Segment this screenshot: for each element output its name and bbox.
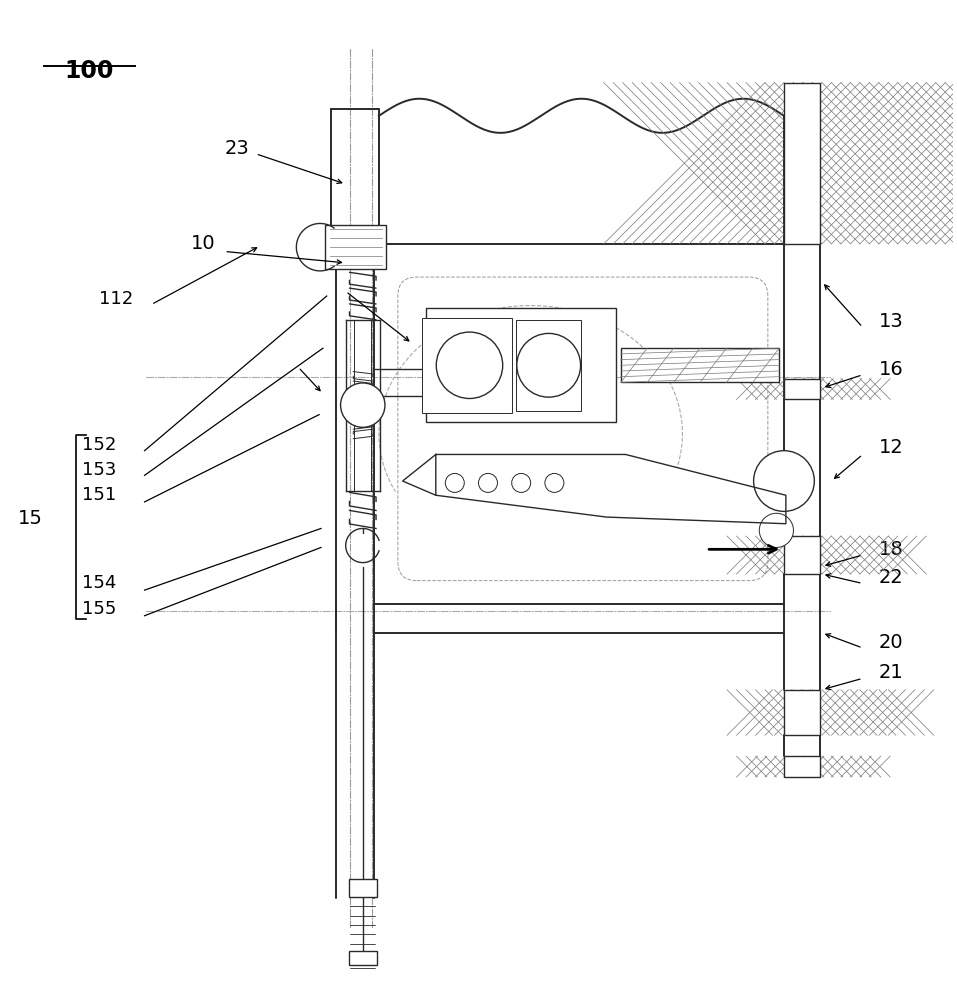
Bar (324, 225, 387, 269)
Text: 152: 152 (82, 436, 116, 454)
Text: 20: 20 (879, 633, 903, 652)
Bar (422, 318, 512, 413)
Bar (784, 756, 820, 777)
Circle shape (753, 451, 814, 511)
Bar (784, 536, 820, 574)
Text: 23: 23 (224, 139, 249, 158)
Circle shape (445, 473, 464, 492)
Text: 21: 21 (879, 663, 903, 682)
Text: 12: 12 (879, 438, 903, 457)
Bar (784, 83, 820, 244)
Text: 154: 154 (82, 574, 116, 592)
Circle shape (512, 473, 531, 492)
Bar (784, 690, 820, 735)
Circle shape (436, 332, 502, 398)
Bar (517, 320, 581, 411)
Text: 112: 112 (99, 290, 133, 308)
Bar (784, 379, 820, 399)
Text: 22: 22 (879, 568, 903, 587)
Bar (348, 879, 377, 897)
Text: 151: 151 (82, 486, 116, 504)
Text: 16: 16 (879, 360, 903, 379)
Circle shape (341, 383, 385, 427)
Circle shape (545, 473, 564, 492)
Text: 18: 18 (879, 540, 903, 559)
Bar (621, 348, 779, 382)
Polygon shape (435, 454, 786, 524)
Circle shape (517, 333, 581, 397)
Text: 155: 155 (82, 600, 116, 618)
Text: 153: 153 (82, 461, 116, 479)
Bar (426, 308, 616, 422)
Circle shape (759, 513, 793, 547)
Text: 13: 13 (879, 312, 903, 331)
Bar (348, 951, 377, 965)
Bar (434, 318, 505, 413)
Text: 15: 15 (18, 509, 43, 528)
Text: 100: 100 (65, 59, 114, 83)
Circle shape (478, 473, 498, 492)
Text: 10: 10 (191, 234, 215, 253)
